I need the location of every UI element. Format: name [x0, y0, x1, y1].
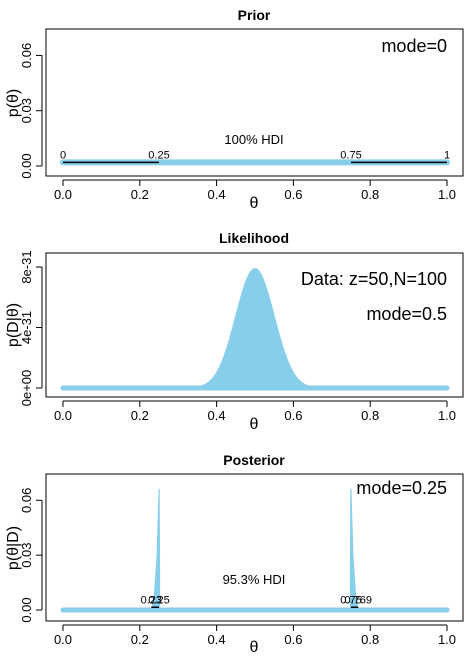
- y-tick-label: 0e+00: [19, 370, 34, 407]
- posterior-series: [60, 488, 450, 613]
- posterior-x-label: θ: [250, 639, 259, 656]
- x-tick-label: 1.0: [438, 408, 456, 423]
- posterior-x-axis: 0.0 0.2 0.4 0.6 0.8 1.0: [54, 624, 456, 647]
- hdi-upper-label: 0.769: [345, 594, 373, 606]
- posterior-hdi-label: 95.3% HDI: [223, 572, 286, 587]
- y-tick-label: 0.03: [19, 98, 34, 123]
- prior-hdi-label: 100% HDI: [224, 132, 283, 147]
- likelihood-title: Likelihood: [219, 230, 289, 246]
- likelihood-mode-annotation: mode=0.5: [366, 304, 447, 324]
- prior-y-axis: 0.00 0.03 0.06: [19, 43, 43, 179]
- posterior-y-axis: 0.00 0.03 0.06: [19, 488, 43, 623]
- x-tick-label: 0.6: [284, 632, 302, 647]
- x-tick-label: 0.0: [54, 632, 72, 647]
- x-tick-label: 0.4: [208, 187, 226, 202]
- prior-title: Prior: [238, 7, 271, 23]
- prior-mode-annotation: mode=0: [381, 36, 447, 56]
- prior-plot-frame: [45, 28, 464, 177]
- hdi-lower-label: 0.75: [340, 594, 361, 606]
- hdi-upper-label: 0.25: [148, 594, 169, 606]
- posterior-hdi: 0.230.25 0.750.769: [141, 594, 373, 609]
- y-tick-label: 8e-31: [19, 250, 34, 283]
- likelihood-data-annotation: Data: z=50,N=100: [301, 269, 447, 289]
- posterior-title: Posterior: [223, 452, 285, 468]
- likelihood-y-axis: 0e+00 4e-31 8e-31: [19, 250, 43, 407]
- likelihood-plot-frame: [45, 252, 464, 398]
- posterior-spike: [150, 488, 161, 611]
- y-tick-label: 4e-31: [19, 311, 34, 344]
- x-tick-label: 1.0: [438, 632, 456, 647]
- x-tick-label: 0.8: [361, 632, 379, 647]
- x-tick-label: 0.6: [284, 187, 302, 202]
- hdi-upper-label: 1: [444, 149, 450, 161]
- panel-posterior: Posterior 0.0 0.2 0.4 0.6 0.8 1.0 0.000.030.0…: [5, 452, 464, 656]
- y-tick-label: 0.06: [19, 43, 34, 68]
- posterior-spike: [349, 488, 359, 611]
- panel-prior: Prior 0.0 0.2 0.4 0.6 0.8 1.0 0.000.030.06 θ …: [5, 7, 464, 212]
- hdi-upper-label: 0.25: [148, 149, 169, 161]
- prior-x-axis: 0.0 0.2 0.4 0.6 0.8 1.0: [54, 179, 456, 202]
- hdi-lower-label: 0.75: [340, 149, 361, 161]
- y-tick-label: 0.03: [19, 542, 34, 567]
- x-tick-label: 0.4: [208, 408, 226, 423]
- likelihood-y-label: p(D|θ): [5, 303, 22, 347]
- x-tick-label: 1.0: [438, 187, 456, 202]
- likelihood-series: [60, 268, 450, 391]
- posterior-mode-annotation: mode=0.25: [356, 478, 447, 498]
- x-tick-label: 0.0: [54, 187, 72, 202]
- x-tick-label: 0.2: [131, 408, 149, 423]
- x-tick-label: 0.0: [54, 408, 72, 423]
- likelihood-x-label: θ: [250, 416, 259, 433]
- prior-hdi: 0 0.25 0.75 1: [60, 149, 450, 164]
- x-tick-label: 0.4: [208, 632, 226, 647]
- hdi-lower-label: 0: [60, 149, 66, 161]
- panel-likelihood: Likelihood 0.0 0.2 0.4 0.6 0.8 1.0 0e+00 4e-31…: [5, 230, 464, 433]
- prior-x-label: θ: [250, 195, 259, 212]
- prior-y-label: p(θ): [5, 89, 22, 117]
- x-tick-label: 0.6: [284, 408, 302, 423]
- x-tick-label: 0.8: [361, 408, 379, 423]
- hdi-lower-label: 0.23: [141, 594, 162, 606]
- x-tick-label: 0.2: [131, 187, 149, 202]
- y-tick-label: 0.00: [19, 153, 34, 178]
- posterior-plot-frame: [45, 473, 464, 622]
- likelihood-x-axis: 0.0 0.2 0.4 0.6 0.8 1.0: [54, 400, 456, 423]
- y-tick-label: 0.06: [19, 488, 34, 513]
- y-tick-label: 0.00: [19, 597, 34, 622]
- posterior-y-label: p(θ|D): [5, 526, 22, 570]
- x-tick-label: 0.8: [361, 187, 379, 202]
- x-tick-label: 0.2: [131, 632, 149, 647]
